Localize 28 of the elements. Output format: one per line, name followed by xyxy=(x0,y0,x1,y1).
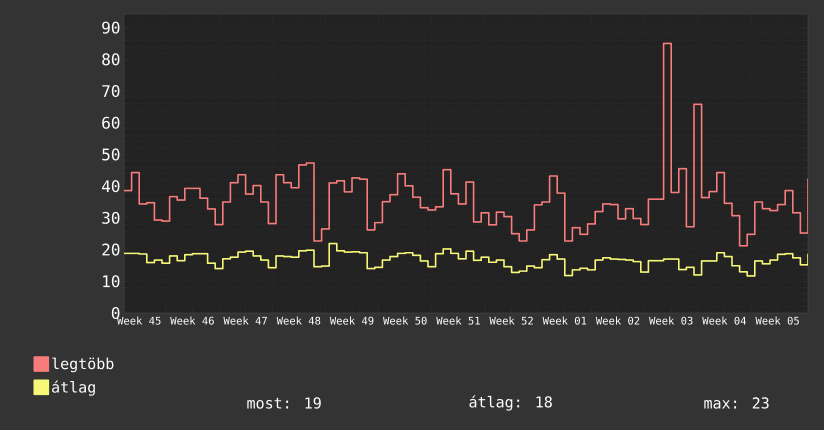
x-tick-label: Week 50 xyxy=(383,316,427,325)
y-tick-label: 0 xyxy=(112,306,120,320)
x-tick-label: Week 51 xyxy=(436,316,480,325)
x-tick-label: Week 46 xyxy=(170,316,214,325)
y-tick-label: 40 xyxy=(102,180,120,192)
x-tick-label: Week 48 xyxy=(276,316,320,325)
x-tick-label: Week 52 xyxy=(489,316,533,325)
text: most: 19 xyxy=(247,397,321,409)
x-tick-label: Week 47 xyxy=(223,316,267,325)
x-tick-label: Week 02 xyxy=(596,316,640,325)
x-tick-label: Week 03 xyxy=(649,316,693,325)
y-tick-label: 60 xyxy=(102,116,120,129)
x-tick-label: Week 45 xyxy=(117,316,160,325)
y-tick-label: 30 xyxy=(102,212,120,224)
x-tick-label: Week 05 xyxy=(755,316,799,325)
text: max: 23 xyxy=(704,397,769,409)
y-tick-label: 10 xyxy=(103,275,120,288)
legend-label: legtöbb xyxy=(52,358,114,372)
y-tick-label: 70 xyxy=(102,84,120,98)
x-tick-label: Week 01 xyxy=(542,316,586,325)
text: átlag: 18 xyxy=(470,395,552,411)
legend-label: átlag xyxy=(52,380,95,396)
y-tick-label: 20 xyxy=(102,244,120,256)
y-tick-label: 90 xyxy=(102,22,120,34)
y-tick-label: 50 xyxy=(102,148,120,160)
y-tick-label: 80 xyxy=(102,53,120,66)
x-tick-label: Week 49 xyxy=(330,316,374,325)
x-tick-label: Week 04 xyxy=(702,316,746,325)
